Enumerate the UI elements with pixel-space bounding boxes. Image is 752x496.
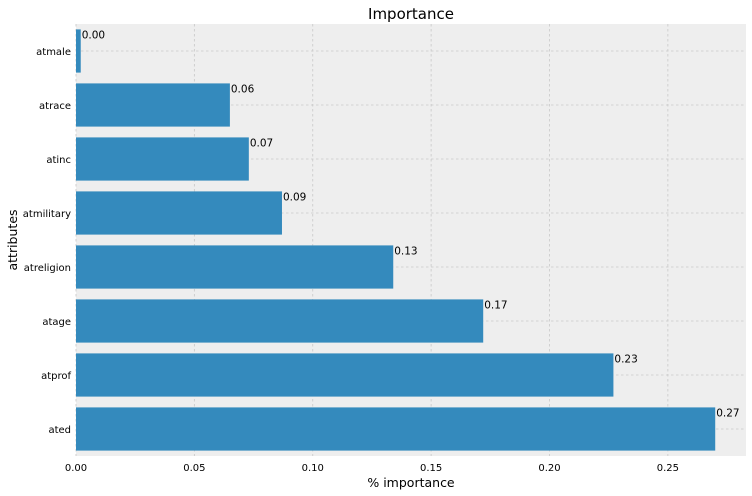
- y-tick-label: atinc: [46, 155, 71, 166]
- x-tick-label: 0.05: [183, 463, 205, 474]
- y-tick-label: atmilitary: [23, 209, 71, 220]
- bar-atmale: [76, 29, 81, 73]
- x-tick-labels: 0.00 0.05 0.10 0.15 0.20 0.25: [65, 463, 679, 474]
- data-label-atreligion: 0.13: [394, 245, 417, 257]
- data-labels: 0.00 0.06 0.07 0.09 0.13 0.17 0.23 0.27: [82, 29, 740, 419]
- data-label-atprof: 0.23: [614, 353, 637, 365]
- y-tick-label: atage: [42, 317, 71, 328]
- bars: [76, 29, 716, 451]
- chart-title: Importance: [368, 5, 454, 23]
- y-tick-label: atmale: [36, 47, 71, 58]
- bar-atmilitary: [76, 191, 282, 235]
- data-label-atrace: 0.06: [231, 83, 255, 95]
- bar-atinc: [76, 137, 249, 181]
- y-axis-label: attributes: [5, 209, 20, 270]
- y-tick-labels: atmale atrace atinc atmilitary atreligion ata…: [23, 47, 72, 436]
- x-tick-label: 0.20: [538, 463, 560, 474]
- data-label-atmale: 0.00: [82, 29, 105, 41]
- data-label-ated: 0.27: [716, 407, 739, 419]
- x-tick-label: 0.00: [65, 463, 87, 474]
- x-tick-label: 0.25: [657, 463, 679, 474]
- bar-atage: [76, 299, 484, 343]
- data-label-atinc: 0.07: [250, 137, 273, 149]
- x-tick-label: 0.15: [420, 463, 442, 474]
- y-tick-label: ated: [48, 425, 71, 436]
- y-tick-label: atrace: [39, 101, 71, 112]
- bar-ated: [76, 407, 716, 451]
- data-label-atage: 0.17: [484, 299, 507, 311]
- x-tick-label: 0.10: [302, 463, 324, 474]
- y-tick-label: atreligion: [24, 263, 71, 274]
- bar-atprof: [76, 353, 614, 397]
- bar-atrace: [76, 83, 230, 127]
- bar-atreligion: [76, 245, 394, 289]
- y-tick-label: atprof: [41, 371, 71, 382]
- data-label-atmilitary: 0.09: [283, 191, 306, 203]
- x-axis-label: % importance: [367, 475, 455, 490]
